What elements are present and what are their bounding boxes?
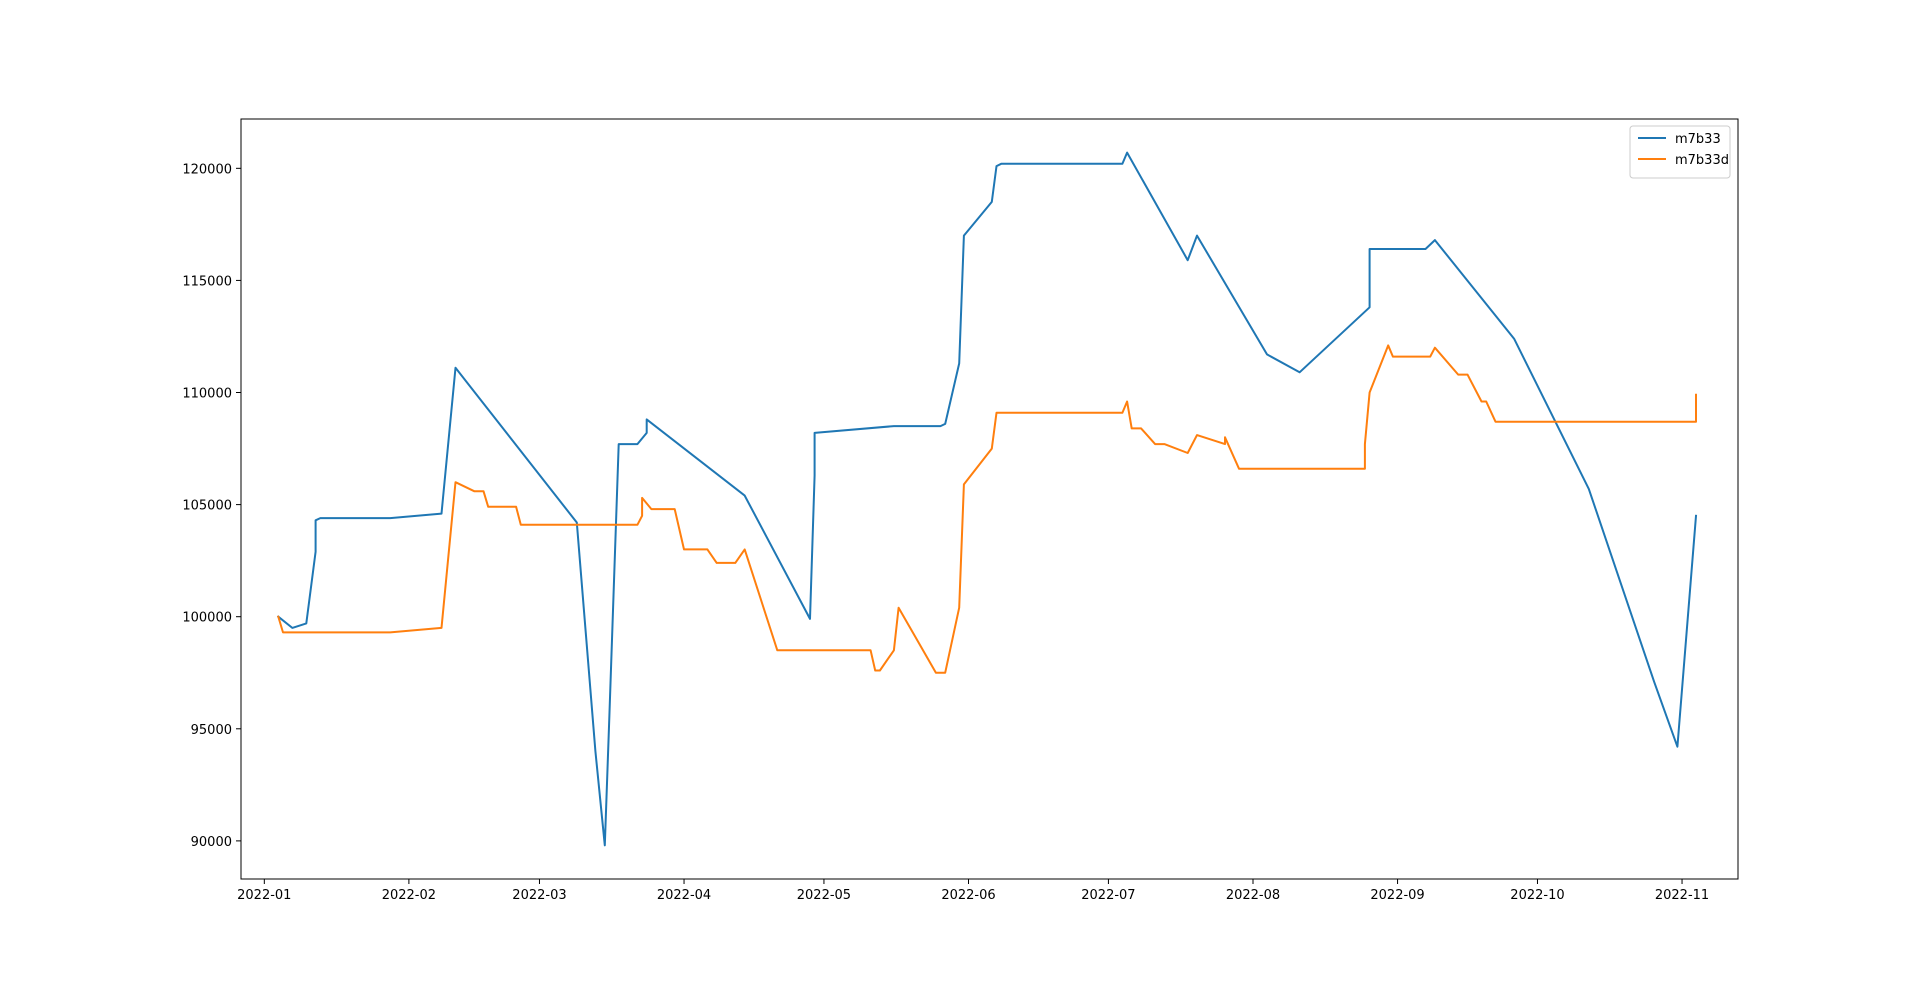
series-line-m7b33 bbox=[276, 151, 1698, 847]
x-tick-label: 2022-07 bbox=[1081, 888, 1135, 903]
x-tick-label: 2022-09 bbox=[1370, 888, 1424, 903]
y-axis: 90000 95000 100000 105000 110000 115000 120000 bbox=[182, 162, 241, 850]
x-axis: 2022-01 2022-02 2022-03 2022-04 2022-05 2022-… bbox=[237, 879, 1709, 903]
x-tick-label: 2022-02 bbox=[382, 888, 436, 903]
y-tick-label: 115000 bbox=[182, 274, 232, 289]
y-tick-label: 100000 bbox=[182, 611, 232, 626]
x-tick-label: 2022-10 bbox=[1510, 888, 1564, 903]
x-tick-label: 2022-08 bbox=[1226, 888, 1280, 903]
x-tick-label: 2022-01 bbox=[237, 888, 291, 903]
x-tick-label: 2022-05 bbox=[797, 888, 851, 903]
y-tick-label: 95000 bbox=[191, 723, 232, 738]
x-tick-label: 2022-04 bbox=[657, 888, 711, 903]
x-tick-label: 2022-11 bbox=[1655, 888, 1709, 903]
x-tick-label: 2022-03 bbox=[512, 888, 566, 903]
legend-label: m7b33d bbox=[1675, 153, 1729, 168]
y-tick-label: 120000 bbox=[182, 162, 232, 177]
x-tick-label: 2022-06 bbox=[941, 888, 995, 903]
series-lines bbox=[276, 151, 1698, 847]
y-tick-label: 105000 bbox=[182, 499, 232, 514]
plot-area-frame bbox=[240, 118, 1739, 880]
series-line-m7b33d bbox=[277, 344, 1697, 674]
y-tick-label: 110000 bbox=[182, 387, 232, 402]
y-tick-label: 90000 bbox=[191, 835, 232, 850]
legend-label: m7b33 bbox=[1675, 132, 1721, 147]
legend: m7b33 m7b33d bbox=[1629, 125, 1731, 179]
